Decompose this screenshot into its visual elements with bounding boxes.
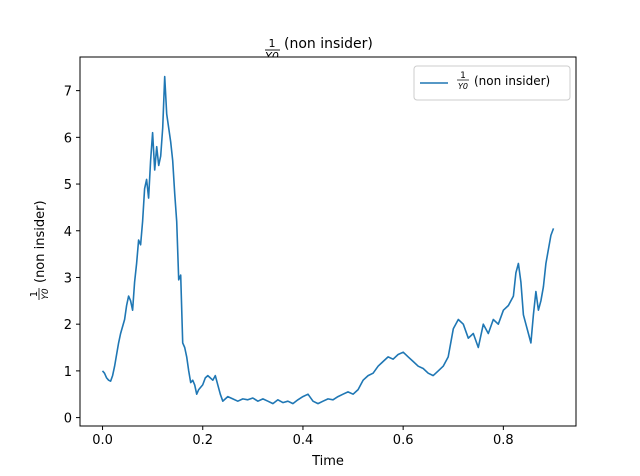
y-label-text: (non insider) xyxy=(33,200,48,283)
x-axis-label: Time xyxy=(311,454,344,469)
legend-label: (non insider) xyxy=(474,74,550,88)
legend-box xyxy=(413,65,571,101)
y-label-frac-denominator: Y0 xyxy=(41,288,51,299)
x-tick-label: 0.0 xyxy=(92,433,113,448)
y-axis: 0 1 2 3 4 5 6 7 xyxy=(64,85,80,427)
title-frac-numerator: 1 xyxy=(269,37,276,50)
y-tick-label: 7 xyxy=(64,85,72,100)
title-text: (non insider) xyxy=(284,36,373,52)
legend: 1 Y0 (non insider) xyxy=(413,65,571,101)
x-tick-label: 0.2 xyxy=(192,433,213,448)
x-tick-label: 0.8 xyxy=(493,433,514,448)
y-tick-label: 3 xyxy=(64,271,72,286)
y-tick-label: 0 xyxy=(64,412,72,427)
x-tick-label: 0.4 xyxy=(293,433,314,448)
y-tick-label: 5 xyxy=(64,178,72,193)
y-axis-label: 1 Y0 (non insider) xyxy=(29,200,51,300)
y-tick-label: 2 xyxy=(64,318,72,333)
series-line xyxy=(101,75,555,405)
legend-frac-numerator: 1 xyxy=(460,71,466,81)
legend-frac-denominator: Y0 xyxy=(458,82,468,91)
x-axis: 0.0 0.2 0.4 0.6 0.8 xyxy=(92,426,514,448)
x-tick-label: 0.6 xyxy=(393,433,414,448)
y-tick-label: 6 xyxy=(64,131,72,146)
plot-area xyxy=(79,56,577,427)
y-tick-label: 1 xyxy=(64,365,72,380)
y-label-frac-numerator: 1 xyxy=(29,291,40,297)
y-tick-label: 4 xyxy=(64,225,72,240)
